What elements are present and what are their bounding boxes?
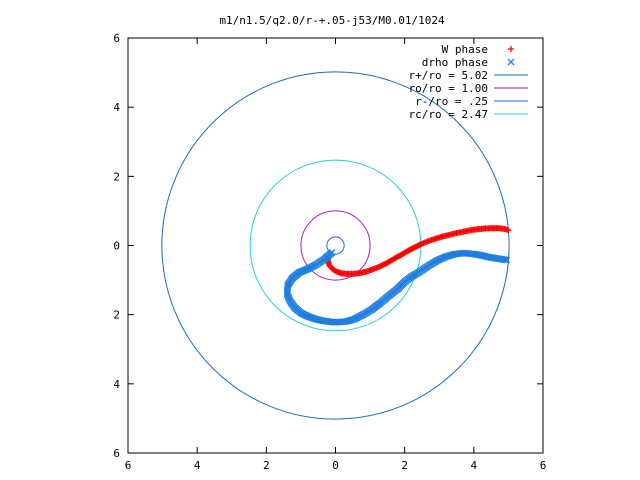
legend-label: r-/ro = .25 <box>415 95 488 108</box>
circle-rc-ro-2-47 <box>249 159 422 332</box>
x-tick-label: 2 <box>401 459 408 472</box>
data-point <box>507 58 515 66</box>
x-tick-label: 6 <box>540 459 547 472</box>
data-point <box>503 256 511 264</box>
data-point <box>501 256 509 264</box>
y-tick-label: 4 <box>113 378 120 391</box>
legend-label: r+/ro = 5.02 <box>409 69 488 82</box>
y-tick-label: 6 <box>113 32 120 45</box>
legend-label: W phase <box>442 43 488 56</box>
y-tick-label: 2 <box>113 309 120 322</box>
data-point <box>505 227 512 234</box>
y-tick-label: 4 <box>113 101 120 114</box>
chart-title: m1/n1.5/q2.0/r-+.05-j53/M0.01/1024 <box>219 14 445 27</box>
legend-label: rc/ro = 2.47 <box>409 108 488 121</box>
series-w-phase <box>324 225 512 277</box>
y-tick-label: 6 <box>113 447 120 460</box>
point-series <box>283 225 512 326</box>
x-tick-label: 2 <box>263 459 270 472</box>
x-tick-label: 4 <box>194 459 201 472</box>
x-tick-label: 6 <box>125 459 132 472</box>
circle-series <box>161 71 510 420</box>
series-drho-phase <box>283 248 511 326</box>
data-point <box>508 46 514 52</box>
legend-label: drho phase <box>422 56 488 69</box>
x-tick-label: 4 <box>471 459 478 472</box>
circle-ro-ro-1-00 <box>300 210 371 281</box>
circle-r-ro-25 <box>326 236 345 255</box>
x-tick-label: 0 <box>332 459 339 472</box>
circle-r-ro-5-02 <box>161 71 510 420</box>
y-tick-label: 0 <box>113 240 120 253</box>
y-tick-label: 2 <box>113 170 120 183</box>
legend-label: ro/ro = 1.00 <box>409 82 488 95</box>
